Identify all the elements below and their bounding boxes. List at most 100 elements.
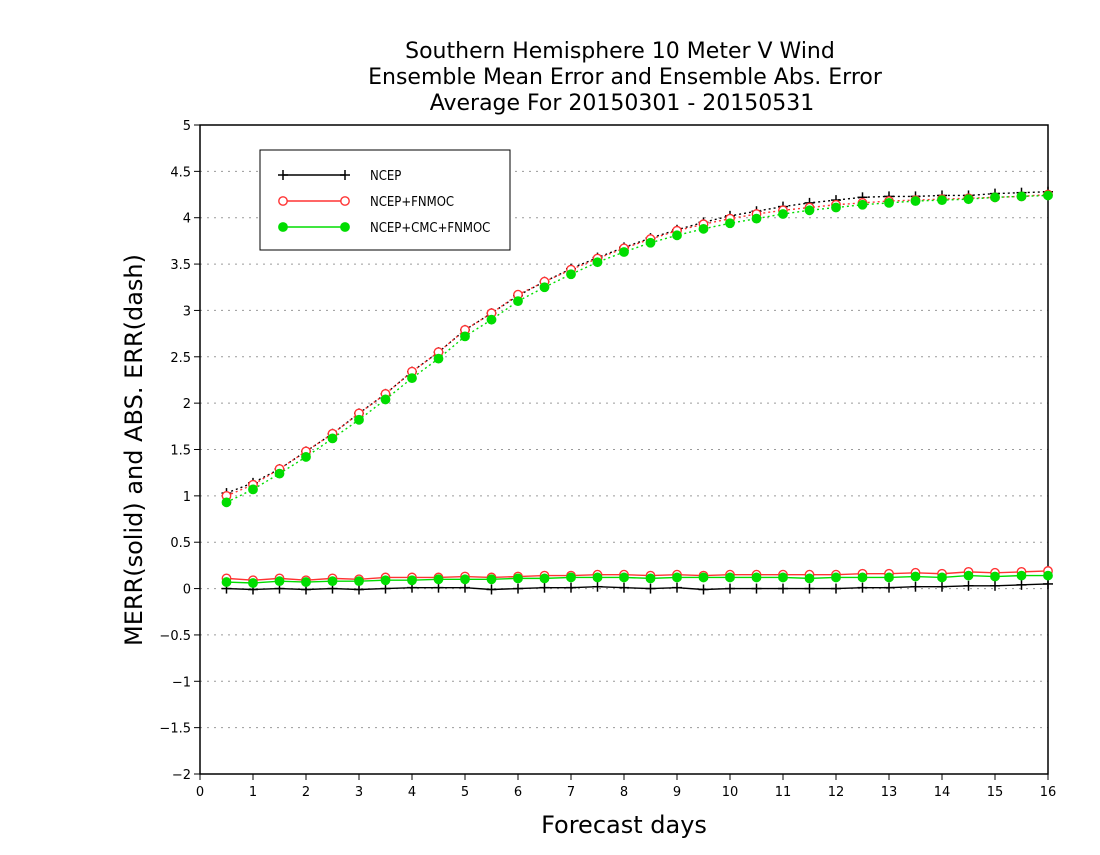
abs-err-point	[831, 202, 841, 213]
merr-point	[831, 583, 841, 594]
merr-point	[274, 576, 285, 587]
tick-layer: 54.543.532.521.510.50−0.5−1−1.5−20 1 2 3 4 5 6…	[159, 119, 1056, 800]
x-tick-label: 14	[934, 785, 951, 800]
merr-point	[486, 584, 497, 595]
abs-err-line	[226, 193, 1049, 497]
abs-err-point	[645, 237, 656, 248]
x-tick-label: 3	[355, 785, 363, 800]
merr-point	[698, 584, 709, 595]
abs-err-point	[804, 205, 815, 216]
y-tick-label: 0	[183, 583, 191, 598]
merr-point	[937, 572, 947, 583]
chart-title-line-1: Southern Hemisphere 10 Meter V Wind	[405, 39, 835, 64]
abs-err-point	[327, 433, 338, 444]
abs-err-point	[778, 209, 788, 219]
abs-err-point	[963, 194, 974, 205]
merr-point	[910, 571, 921, 582]
x-tick-label: 11	[775, 785, 792, 800]
merr-point	[804, 573, 815, 584]
abs-err-point	[619, 247, 629, 257]
merr-point	[407, 575, 417, 586]
y-tick-label: 4	[183, 212, 191, 227]
merr-point	[804, 583, 815, 594]
legend-label: NCEP+CMC+FNMOC	[370, 221, 490, 236]
y-tick-label: 2	[183, 397, 191, 412]
merr-point	[884, 582, 894, 593]
merr-point	[380, 575, 391, 586]
x-tick-label: 10	[722, 785, 739, 800]
y-tick-label: 3	[183, 304, 191, 319]
abs-err-point	[407, 373, 417, 384]
y-tick-label: 1.5	[170, 444, 191, 459]
merr-point	[513, 573, 523, 584]
merr-point	[857, 582, 868, 593]
y-tick-label: −0.5	[159, 629, 191, 644]
merr-point	[619, 582, 629, 593]
merr-point	[884, 572, 894, 583]
x-tick-label: 5	[461, 785, 469, 800]
abs-err-point	[354, 414, 364, 425]
abs-err-point	[1043, 190, 1053, 201]
merr-line	[226, 570, 1049, 581]
merr-point	[1043, 570, 1053, 581]
abs-err-point	[725, 218, 735, 229]
merr-point	[645, 573, 656, 584]
abs-err-point	[698, 223, 709, 234]
y-tick-label: 5	[183, 119, 191, 134]
legend-entry: NCEP+CMC+FNMOC	[278, 221, 490, 236]
legend-marker	[278, 196, 288, 206]
legend-label: NCEP	[370, 169, 401, 184]
y-axis-title: MERR(solid) and ABS. ERR(dash)	[120, 254, 148, 646]
abs-err-point	[672, 230, 682, 241]
abs-err-point	[910, 196, 921, 206]
merr-point	[857, 572, 868, 583]
abs-err-point	[460, 331, 470, 342]
x-tick-label: 7	[567, 785, 575, 800]
merr-point	[778, 583, 788, 594]
x-tick-label: 13	[881, 785, 898, 800]
merr-point	[778, 572, 788, 583]
merr-point	[460, 582, 470, 593]
abs-err-point	[990, 192, 1000, 203]
abs-err-point	[539, 282, 550, 293]
merr-point	[619, 572, 629, 583]
chart-title-line-2: Ensemble Mean Error and Ensemble Abs. Er…	[368, 65, 883, 90]
abs-err-point	[937, 195, 947, 205]
abs-err-point	[884, 197, 894, 208]
legend-marker	[340, 196, 350, 206]
merr-point	[831, 572, 841, 583]
merr-point	[221, 577, 232, 587]
series-layer	[221, 186, 1053, 595]
abs-err-point	[274, 468, 285, 479]
legend-marker	[278, 170, 288, 180]
merr-point	[592, 581, 603, 592]
merr-point	[380, 583, 391, 594]
abs-err-point	[433, 353, 444, 364]
merr-point	[539, 573, 550, 584]
y-tick-label: −1	[172, 675, 191, 690]
abs-err-point	[513, 296, 523, 307]
y-tick-label: 1	[183, 490, 191, 505]
merr-point	[433, 582, 444, 593]
legend-entry: NCEP	[278, 169, 401, 184]
merr-point	[566, 572, 576, 583]
merr-point	[327, 576, 338, 587]
abs-err-point	[486, 314, 497, 325]
merr-line	[226, 583, 1049, 591]
legend-marker	[340, 170, 350, 180]
merr-point	[486, 574, 497, 585]
series-2	[221, 190, 1053, 588]
abs-err-point	[301, 452, 311, 462]
abs-err-line	[226, 194, 1049, 503]
merr-point	[910, 581, 921, 592]
merr-point	[725, 583, 735, 594]
x-tick-label: 2	[302, 785, 310, 800]
y-tick-label: 3.5	[170, 258, 191, 273]
merr-point	[963, 580, 974, 591]
x-tick-label: 1	[249, 785, 257, 800]
merr-point	[1016, 579, 1027, 590]
merr-point	[990, 580, 1000, 591]
merr-point	[963, 570, 974, 581]
abs-err-point	[592, 257, 603, 268]
